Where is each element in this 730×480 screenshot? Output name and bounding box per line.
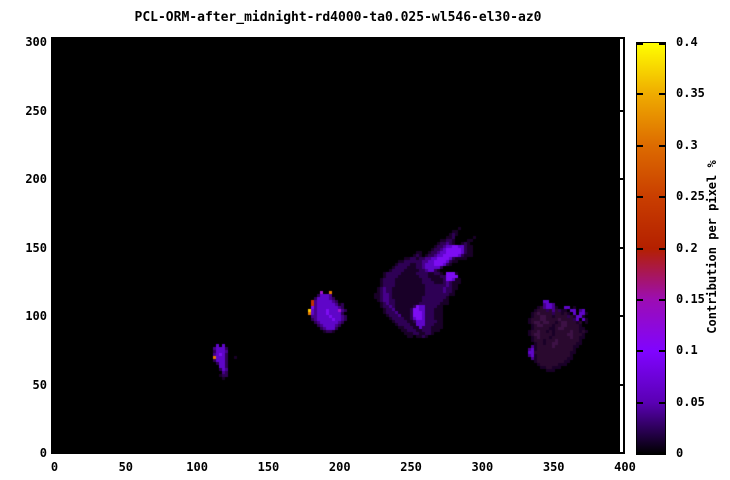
- colorbar-tick-label: 0.15: [676, 291, 705, 306]
- colorbar-tick: [637, 452, 643, 454]
- colorbar-tick: [659, 401, 665, 404]
- y-tick-label: 300: [25, 35, 47, 49]
- plot-right-gap: [620, 39, 623, 452]
- heatmap-canvas: [53, 39, 623, 452]
- colorbar-tick: [659, 93, 665, 96]
- x-tick-label: 350: [542, 460, 565, 474]
- y-tick-label: 250: [25, 103, 47, 118]
- colorbar-tick: [637, 401, 643, 404]
- y-tick-label: 0: [39, 446, 47, 460]
- chart-title: PCL-ORM-after_midnight-rd4000-ta0.025-wl…: [134, 10, 542, 25]
- x-tick-label: 0: [50, 460, 59, 474]
- colorbar-tick-label: 0.2: [676, 240, 698, 255]
- colorbar-tick-label: 0.05: [676, 394, 705, 409]
- right-border-tick: [620, 383, 623, 386]
- x-tick-label: 100: [186, 460, 208, 474]
- x-tick-label: 400: [614, 460, 636, 474]
- colorbar-tick: [659, 298, 665, 301]
- x-tick-label: 200: [328, 460, 351, 474]
- colorbar-tick-label: 0.35: [676, 86, 705, 101]
- colorbar-tick: [637, 350, 643, 353]
- x-tick-label: 300: [471, 460, 494, 474]
- right-border-tick: [620, 109, 623, 112]
- colorbar-tick-label: 0: [676, 446, 684, 460]
- x-tick-label: 250: [400, 460, 422, 474]
- y-tick-label: 200: [25, 172, 47, 186]
- colorbar-tick-label: 0.4: [676, 35, 698, 49]
- colorbar-tick: [659, 43, 665, 45]
- y-tick-label: 150: [25, 240, 47, 255]
- x-tick-label: 150: [257, 460, 280, 474]
- colorbar-tick: [659, 247, 665, 250]
- colorbar-tick-label: 0.1: [676, 343, 698, 358]
- colorbar-tick: [637, 247, 643, 250]
- colorbar-axis-label: Contribution per pixel %: [705, 160, 719, 334]
- colorbar-tick: [637, 93, 643, 96]
- colorbar-tick: [637, 144, 643, 147]
- colorbar-tick: [659, 196, 665, 199]
- right-border-tick: [620, 315, 623, 317]
- x-tick-label: 50: [118, 460, 134, 474]
- colorbar-tick: [659, 350, 665, 353]
- right-border-tick: [620, 178, 623, 180]
- y-tick-label: 50: [32, 377, 47, 392]
- plot-area: [51, 37, 625, 454]
- colorbar-tick: [659, 452, 665, 454]
- colorbar-tick: [637, 298, 643, 301]
- colorbar-tick-label: 0.3: [676, 137, 698, 152]
- colorbar: [636, 42, 666, 455]
- colorbar-tick: [637, 43, 643, 45]
- colorbar-tick-label: 0.25: [676, 189, 705, 204]
- y-tick-label: 100: [25, 309, 47, 323]
- colorbar-tick: [659, 144, 665, 147]
- right-border-tick: [620, 246, 623, 249]
- colorbar-tick: [637, 196, 643, 199]
